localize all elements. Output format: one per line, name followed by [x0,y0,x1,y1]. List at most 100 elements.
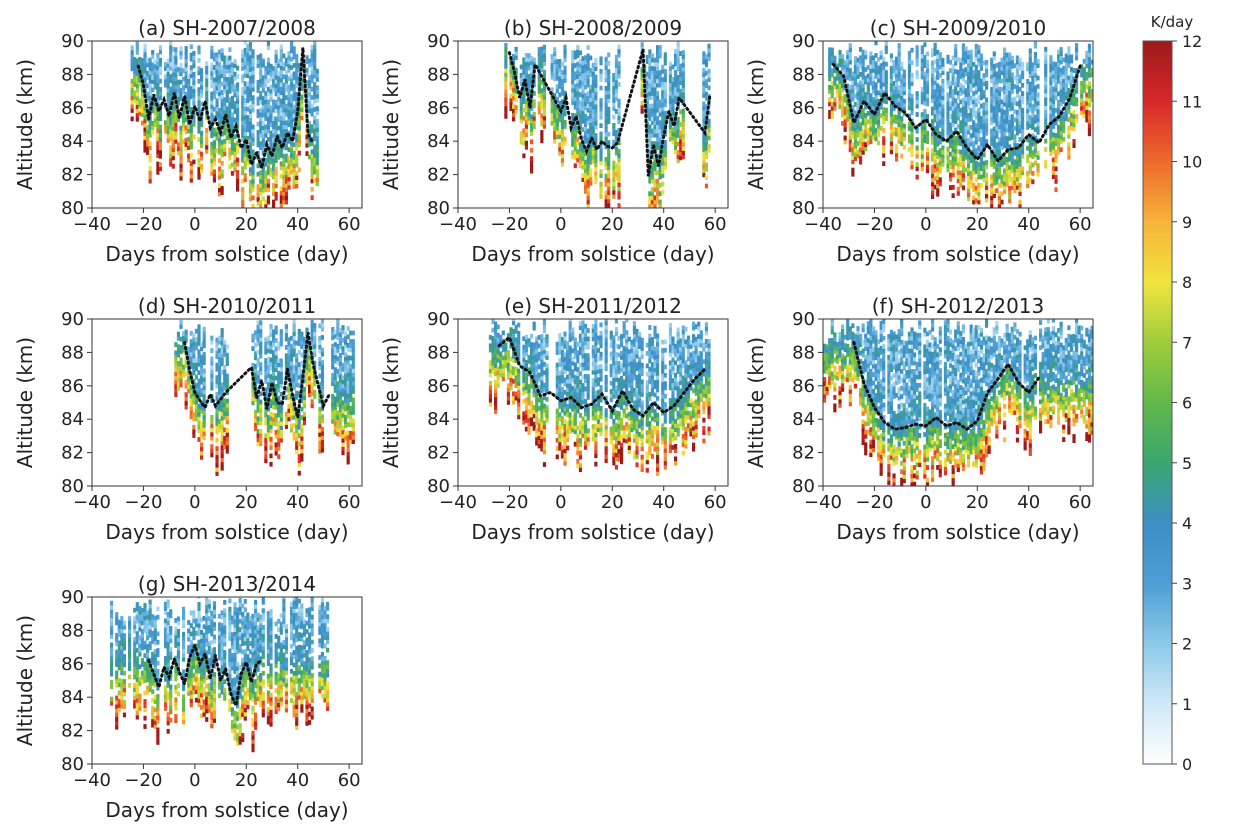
heat-cell [604,173,608,179]
heat-cell [661,156,665,162]
heat-cell [1003,176,1007,182]
heat-cell [985,193,989,199]
heat-cell [972,132,976,138]
heat-cell [933,126,937,131]
heat-cell [1067,54,1071,60]
heat-cell [1062,99,1066,105]
heat-cell [936,66,940,72]
heat-cell [225,131,229,137]
heat-cell [920,124,924,130]
heat-cell [992,80,996,86]
heat-cell [949,139,953,145]
heat-cell [576,153,580,159]
heat-cell [838,58,842,64]
heat-cell [295,162,299,168]
y-tick-label: 80 [61,198,84,219]
heat-cell [187,86,191,92]
heat-cell [1003,130,1007,136]
heat-cell [915,99,919,105]
heat-cell [179,370,183,375]
heat-cell [530,60,534,65]
heat-cell [581,156,585,162]
heat-cell [522,74,526,79]
heat-cell [274,83,278,88]
heat-cell [828,55,832,61]
heat-cell [197,91,201,97]
heat-cell [212,173,217,179]
heat-cell [200,421,204,427]
heat-cell [969,124,973,130]
heat-cell [702,155,706,161]
heat-cell [972,157,976,163]
heat-cell [954,69,958,74]
heat-cell [164,61,168,67]
heat-cell [251,132,255,138]
heat-cell [961,156,966,161]
heat-cell [977,166,981,172]
heat-cell [589,122,593,128]
heat-cell [241,78,245,84]
heat-cell [946,54,950,60]
heat-cell [527,115,531,121]
heat-cell [589,143,593,148]
heat-cell [295,83,299,89]
heat-cell [985,126,989,132]
heat-cell [200,68,204,73]
heat-cell [938,160,942,166]
heat-cell [1087,131,1092,137]
heat-cell [295,137,299,143]
heat-cell [133,65,137,71]
heat-cell [941,162,945,167]
heat-cell [648,53,652,59]
heat-cell [259,178,263,184]
heat-cell [997,157,1002,163]
heat-cell [530,160,534,166]
heat-cell [956,69,960,75]
heat-cell [542,61,547,67]
heat-cell [171,59,175,65]
heat-cell [1008,69,1012,74]
heat-cell [179,67,183,73]
heat-cell [1003,189,1007,195]
heat-cell [959,183,963,188]
heat-cell [540,134,544,140]
heat-cell [848,122,852,128]
heat-cell [648,149,652,155]
heat-cell [1049,76,1053,81]
heat-cell [576,99,580,105]
heat-cell [974,64,978,70]
heat-cell [645,84,649,89]
heat-cell [969,83,973,88]
heat-cell [560,153,565,159]
heat-cell [248,146,253,152]
heat-cell [656,128,660,134]
heat-cell [848,93,852,99]
heat-cell [166,58,170,64]
heat-cell [941,107,945,113]
heat-cell [648,91,652,96]
heat-cell [158,124,163,130]
heat-cell [604,127,608,133]
heat-cell [256,188,260,194]
heat-cell [956,103,960,109]
heat-cell [1000,70,1004,75]
heat-cell [936,179,940,185]
heat-cell [614,63,619,68]
heat-cell [542,103,547,108]
heat-cell [212,90,217,95]
heat-cell [1003,160,1007,165]
heat-cell [954,148,958,154]
heat-cell [243,64,247,70]
heat-cell [292,179,296,185]
heat-cell [555,134,559,140]
heat-cell [184,137,188,143]
heat-cell [514,71,518,77]
heat-cell [189,401,193,407]
heat-cell [853,143,858,149]
heat-cell [594,137,598,143]
heat-cell [560,111,565,117]
heat-cell [192,332,196,338]
heat-cell [1080,97,1084,103]
y-tick-label: 88 [792,64,815,85]
heat-cell [1067,150,1071,156]
